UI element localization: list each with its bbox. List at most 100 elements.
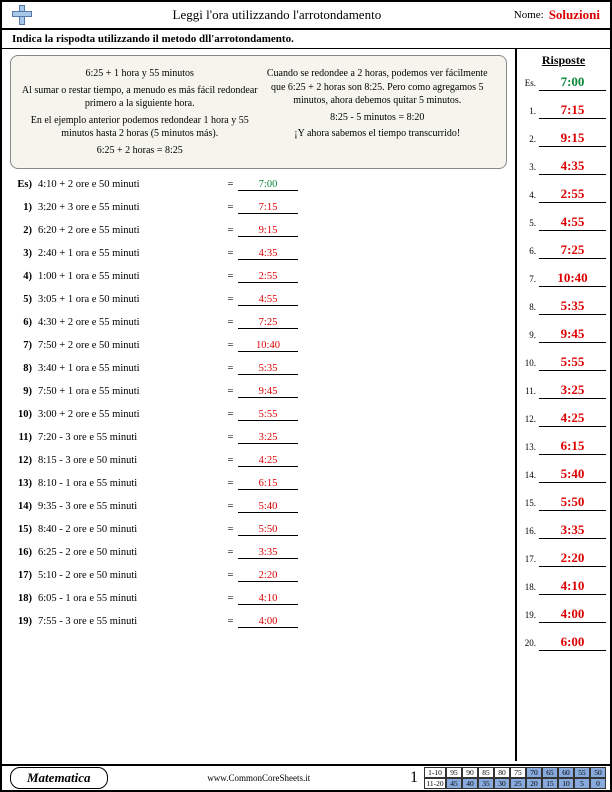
ex-l2: Al sumar o restar tiempo, a menudo es má… (21, 84, 259, 111)
answer-row: 2.9:15 (521, 130, 606, 152)
problem-text: 3:40 + 1 ora e 55 minuti (38, 363, 223, 374)
problem-row: 10)3:00 + 2 ore e 55 minuti=5:55 (10, 409, 507, 427)
problem-answer: 5:35 (238, 363, 298, 375)
problem-row: 5)3:05 + 1 ora e 50 minuti=4:55 (10, 294, 507, 312)
answer-num: 8. (521, 302, 539, 312)
name-value: Soluzioni (549, 7, 600, 23)
answer-row: Es.7:00 (521, 74, 606, 96)
equals: = (223, 179, 238, 190)
problem-text: 8:40 - 2 ore e 50 minuti (38, 524, 223, 535)
problem-text: 7:50 + 2 ore e 50 minuti (38, 340, 223, 351)
main-area: 6:25 + 1 hora y 55 minutos Al sumar o re… (2, 49, 515, 761)
equals: = (223, 294, 238, 305)
answer-value: 4:00 (539, 606, 606, 623)
equals: = (223, 547, 238, 558)
answer-num: 16. (521, 526, 539, 536)
problem-num: 7) (10, 340, 38, 351)
answer-row: 19.4:00 (521, 606, 606, 628)
problem-row: 18)6:05 - 1 ora e 55 minuti=4:10 (10, 593, 507, 611)
answer-row: 5.4:55 (521, 214, 606, 236)
problem-row: 17)5:10 - 2 ore e 50 minuti=2:20 (10, 570, 507, 588)
answer-value: 5:55 (539, 354, 606, 371)
answer-value: 5:50 (539, 494, 606, 511)
answer-row: 20.6:00 (521, 634, 606, 656)
problem-text: 3:05 + 1 ora e 50 minuti (38, 294, 223, 305)
problem-answer: 5:50 (238, 524, 298, 536)
answer-num: 19. (521, 610, 539, 620)
problem-text: 5:10 - 2 ore e 50 minuti (38, 570, 223, 581)
score-grid: 1-109590858075706560555011-2045403530252… (424, 767, 606, 789)
sidebar-title: Risposte (521, 53, 606, 68)
equals: = (223, 340, 238, 351)
equals: = (223, 432, 238, 443)
answer-value: 4:35 (539, 158, 606, 175)
site-url: www.CommonCoreSheets.it (108, 773, 410, 783)
problem-num: 3) (10, 248, 38, 259)
problem-text: 8:15 - 3 ore e 50 minuti (38, 455, 223, 466)
problem-text: 4:30 + 2 ore e 55 minuti (38, 317, 223, 328)
answer-num: 15. (521, 498, 539, 508)
problem-text: 6:20 + 2 ore e 55 minuti (38, 225, 223, 236)
problem-row: 8)3:40 + 1 ora e 55 minuti=5:35 (10, 363, 507, 381)
problem-row: 1)3:20 + 3 ore e 55 minuti=7:15 (10, 202, 507, 220)
answer-value: 2:55 (539, 186, 606, 203)
ex-r2: 8:25 - 5 minutos = 8:20 (259, 111, 497, 125)
answer-row: 10.5:55 (521, 354, 606, 376)
ex-r3: ¡Y ahora sabemos el tiempo transcurrido! (259, 127, 497, 141)
equals: = (223, 248, 238, 259)
problem-text: 9:35 - 3 ore e 55 minuti (38, 501, 223, 512)
problem-num: 16) (10, 547, 38, 558)
problem-row: 14)9:35 - 3 ore e 55 minuti=5:40 (10, 501, 507, 519)
cross-icon (12, 5, 32, 25)
answer-row: 15.5:50 (521, 494, 606, 516)
answer-num: 7. (521, 274, 539, 284)
problem-row: 16)6:25 - 2 ore e 50 minuti=3:35 (10, 547, 507, 565)
answer-value: 3:25 (539, 382, 606, 399)
answer-value: 2:20 (539, 550, 606, 567)
problem-row: 19)7:55 - 3 ore e 55 minuti=4:00 (10, 616, 507, 634)
problem-answer: 2:20 (238, 570, 298, 582)
answer-num: 10. (521, 358, 539, 368)
problem-text: 3:00 + 2 ore e 55 minuti (38, 409, 223, 420)
problem-answer: 9:45 (238, 386, 298, 398)
problem-answer: 2:55 (238, 271, 298, 283)
problem-text: 6:25 - 2 ore e 50 minuti (38, 547, 223, 558)
problem-row: 9)7:50 + 1 ora e 55 minuti=9:45 (10, 386, 507, 404)
answer-value: 3:35 (539, 522, 606, 539)
answer-row: 7.10:40 (521, 270, 606, 292)
problem-num: 19) (10, 616, 38, 627)
ex-l4: 6:25 + 2 horas = 8:25 (21, 144, 259, 158)
answer-num: 1. (521, 106, 539, 116)
problem-row: 7)7:50 + 2 ore e 50 minuti=10:40 (10, 340, 507, 358)
equals: = (223, 524, 238, 535)
answer-row: 8.5:35 (521, 298, 606, 320)
answer-value: 7:00 (539, 74, 606, 91)
problem-row: 12)8:15 - 3 ore e 50 minuti=4:25 (10, 455, 507, 473)
equals: = (223, 455, 238, 466)
equals: = (223, 363, 238, 374)
equals: = (223, 570, 238, 581)
problem-num: 6) (10, 317, 38, 328)
answer-num: 20. (521, 638, 539, 648)
ex-l1: 6:25 + 1 hora y 55 minutos (21, 67, 259, 81)
problem-answer: 10:40 (238, 340, 298, 352)
problem-row: 3)2:40 + 1 ora e 55 minuti=4:35 (10, 248, 507, 266)
answer-row: 6.7:25 (521, 242, 606, 264)
answer-row: 12.4:25 (521, 410, 606, 432)
answer-num: 5. (521, 218, 539, 228)
ex-l3: En el ejemplo anterior podemos redondear… (21, 114, 259, 141)
problem-num: 1) (10, 202, 38, 213)
page-title: Leggi l'ora utilizzando l'arrotondamento (40, 7, 514, 23)
answer-num: 13. (521, 442, 539, 452)
problem-num: 13) (10, 478, 38, 489)
problem-row: 6)4:30 + 2 ore e 55 minuti=7:25 (10, 317, 507, 335)
answer-num: 17. (521, 554, 539, 564)
problem-answer: 4:25 (238, 455, 298, 467)
equals: = (223, 593, 238, 604)
problem-answer: 4:35 (238, 248, 298, 260)
problem-answer: 4:10 (238, 593, 298, 605)
problem-text: 2:40 + 1 ora e 55 minuti (38, 248, 223, 259)
answer-value: 9:15 (539, 130, 606, 147)
answer-value: 6:00 (539, 634, 606, 651)
problem-num: 5) (10, 294, 38, 305)
